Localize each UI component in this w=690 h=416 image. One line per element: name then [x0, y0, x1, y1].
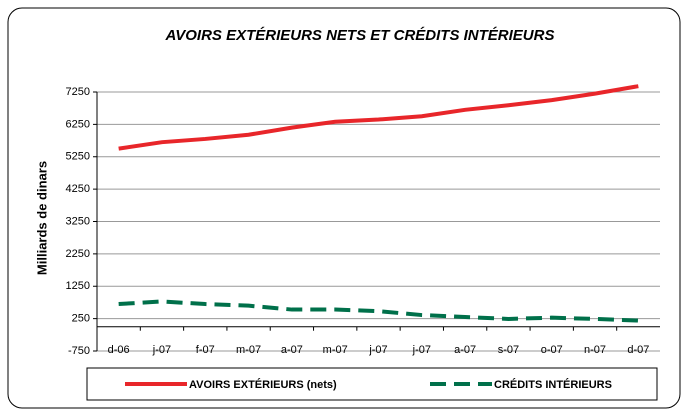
x-tick-label: j-07 [412, 344, 431, 356]
x-tick-label: j-07 [368, 344, 387, 356]
legend-label: AVOIRS EXTÉRIEURS (nets) [189, 378, 337, 391]
x-tick-label: j-07 [152, 344, 171, 356]
x-tick-label: d-06 [108, 344, 130, 356]
x-tick-label: n-07 [584, 344, 606, 356]
x-tick-label: m-07 [323, 344, 348, 356]
chart-title: AVOIRS EXTÉRIEURS NETS ET CRÉDITS INTÉRI… [165, 27, 555, 44]
x-tick-label: o-07 [541, 344, 563, 356]
y-tick-label: 4250 [66, 183, 90, 195]
y-tick-label: 6250 [66, 118, 90, 130]
x-tick-label: a-07 [281, 344, 303, 356]
y-axis-title: Milliards de dinars [34, 161, 49, 275]
y-tick-label: 2250 [66, 248, 90, 260]
y-tick-label: -750 [68, 345, 90, 357]
legend-label: CRÉDITS INTÉRIEURS [494, 378, 612, 391]
y-tick-label: 1250 [66, 280, 90, 292]
series-line [118, 299, 639, 323]
y-tick-label: 250 [72, 313, 90, 325]
y-tick-label: 3250 [66, 215, 90, 227]
x-tick-label: s-07 [498, 344, 519, 356]
x-tick-label: a-07 [454, 344, 476, 356]
x-tick-label: f-07 [196, 344, 215, 356]
series-line [118, 84, 639, 151]
y-tick-label: 7250 [66, 86, 90, 98]
chart-frame [7, 7, 681, 409]
x-tick-label: m-07 [236, 344, 261, 356]
y-tick-label: 5250 [66, 151, 90, 163]
x-tick-label: d-07 [627, 344, 649, 356]
